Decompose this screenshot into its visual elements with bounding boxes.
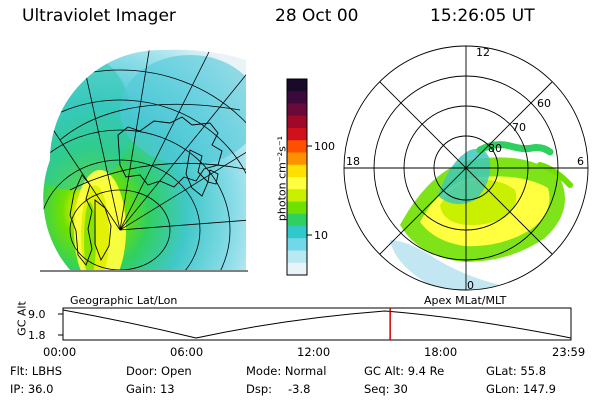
colorbar-band <box>287 238 307 251</box>
time-tick-2359: 23:59 <box>552 345 586 359</box>
colorbar <box>287 79 307 276</box>
glat-info: GLat: 55.8 <box>486 364 547 378</box>
polar-map <box>343 45 589 291</box>
gain-info: Gain: 13 <box>126 382 175 396</box>
dsp-value: -3.8 <box>288 382 311 396</box>
gc-alt-tick-low: 1.8 <box>28 329 46 342</box>
time-tick-0600: 06:00 <box>170 345 204 359</box>
seq-info: Seq: 30 <box>364 382 408 396</box>
dsp-label: Dsp: <box>246 382 273 396</box>
gc-alt-tick-high: 9.0 <box>28 308 46 321</box>
glon-info: GLon: 147.9 <box>486 382 556 396</box>
colorbar-band <box>287 201 307 215</box>
colorbar-band <box>287 91 307 104</box>
mlat-label-70: 70 <box>512 121 526 134</box>
colorbar-band <box>287 226 307 239</box>
ip-info: IP: 36.0 <box>10 382 54 396</box>
colorbar-band <box>287 103 307 117</box>
time-tick-1800: 18:00 <box>424 345 458 359</box>
time-label: 15:26:05 UT <box>430 6 535 26</box>
orbit-altitude-curve <box>62 309 572 339</box>
colorbar-band <box>287 250 307 264</box>
colorbar-band <box>287 128 307 141</box>
geographic-map-label: Geographic Lat/Lon <box>70 294 178 307</box>
colorbar-band <box>287 177 307 190</box>
instrument-title: Ultraviolet Imager <box>22 6 176 26</box>
mlt-label-0: 0 <box>467 279 474 292</box>
mlt-label-12: 12 <box>476 46 490 59</box>
colorbar-tick-10: 10 <box>314 229 328 242</box>
gc-alt-axis-label: GC Alt <box>15 301 29 336</box>
gc-alt-info: GC Alt: 9.4 Re <box>364 364 445 378</box>
colorbar-unit-label: photon cm⁻²s⁻¹ <box>275 135 289 222</box>
colorbar-band <box>287 115 307 129</box>
coastlines <box>69 116 223 266</box>
colorbar-band <box>287 213 307 227</box>
colorbar-band <box>287 79 307 92</box>
door-info: Door: Open <box>126 364 192 378</box>
colorbar-band <box>287 262 307 276</box>
time-tick-1200: 12:00 <box>297 345 331 359</box>
colorbar-band <box>287 189 307 202</box>
mlt-label-6: 6 <box>577 155 584 168</box>
mlat-label-60: 60 <box>537 97 551 110</box>
polar-grid <box>343 45 589 291</box>
filter-info: Flt: LBHS <box>10 364 63 378</box>
colorbar-band <box>287 164 307 178</box>
timeline-frame <box>62 307 572 341</box>
time-tick-0000: 00:00 <box>43 345 77 359</box>
colorbar-band <box>287 152 307 166</box>
date-label: 28 Oct 00 <box>275 6 359 26</box>
map-graticule <box>43 49 246 270</box>
gc-alt-timeline <box>58 307 572 341</box>
colorbar-frame <box>286 78 308 276</box>
apex-map-label: Apex MLat/MLT <box>424 294 507 307</box>
colorbar-band <box>287 140 307 153</box>
mode-info: Mode: Normal <box>246 364 327 378</box>
mlat-label-80: 80 <box>488 142 502 155</box>
mlt-label-18: 18 <box>346 155 360 168</box>
colorbar-tick-100: 100 <box>314 140 335 153</box>
